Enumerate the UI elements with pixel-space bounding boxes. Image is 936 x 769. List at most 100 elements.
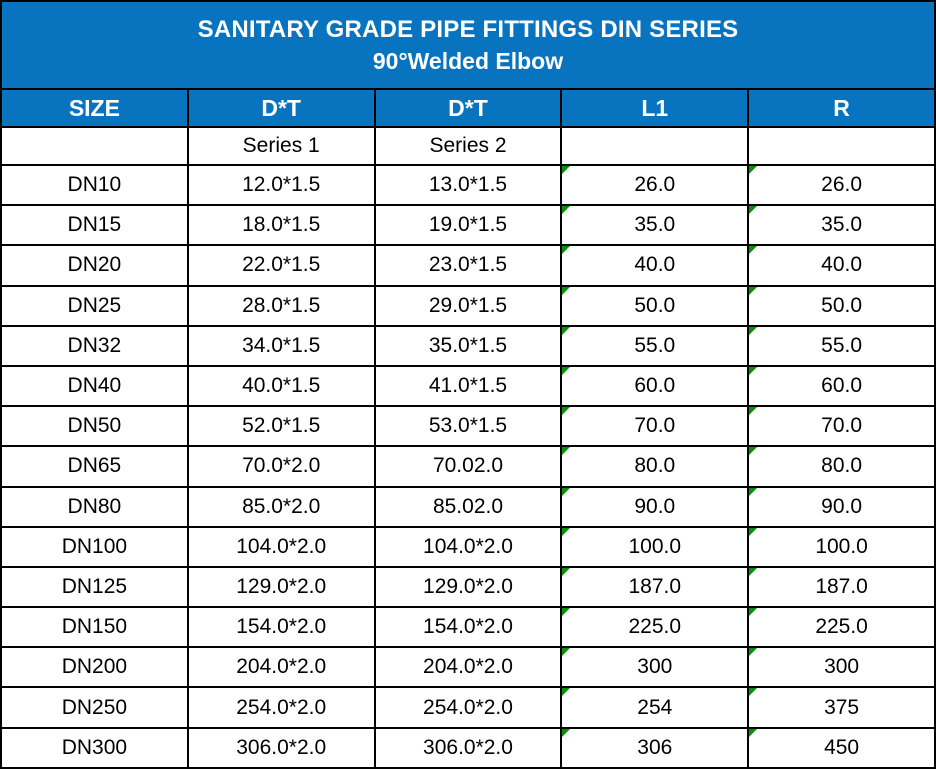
subheader-cell <box>0 126 189 166</box>
number-stored-as-text-triangle-icon <box>750 568 758 576</box>
value-cell: 55.0 <box>560 324 750 367</box>
number-stored-as-text-triangle-icon <box>750 327 758 335</box>
value-cell: 187.0 <box>560 565 750 609</box>
column-header-dt-series2: D*T <box>373 88 563 128</box>
value-cell: 41.0*1.5 <box>373 364 563 408</box>
table-title-block: SANITARY GRADE PIPE FITTINGS DIN SERIES … <box>0 0 936 90</box>
column-header-dt-series1: D*T <box>186 88 376 128</box>
value-cell: 70.0 <box>560 405 750 448</box>
value-cell: 450 <box>747 726 936 769</box>
value-cell: 300 <box>747 646 936 689</box>
value-cell: 26.0 <box>747 163 936 207</box>
size-cell: DN20 <box>0 244 189 287</box>
table-row: DN65 70.0*2.0 70.02.0 80.0 80.0 <box>0 445 936 488</box>
value-cell: 35.0*1.5 <box>373 324 563 367</box>
value-cell: 18.0*1.5 <box>186 204 376 247</box>
value-cell: 306 <box>560 726 750 769</box>
number-stored-as-text-triangle-icon <box>750 448 758 456</box>
number-stored-as-text-triangle-icon <box>563 729 571 737</box>
value-cell: 80.0 <box>560 445 750 488</box>
value-cell: 35.0 <box>747 204 936 247</box>
value-cell: 40.0 <box>560 244 750 287</box>
value-cell: 204.0*2.0 <box>373 646 563 689</box>
value-cell: 300 <box>560 646 750 689</box>
value-cell: 19.0*1.5 <box>373 204 563 247</box>
value-cell: 187.0 <box>747 565 936 609</box>
value-cell: 53.0*1.5 <box>373 405 563 448</box>
size-cell: DN15 <box>0 204 189 247</box>
number-stored-as-text-triangle-icon <box>563 167 571 174</box>
table-row: DN15 18.0*1.5 19.0*1.5 35.0 35.0 <box>0 204 936 247</box>
table-row: DN80 85.0*2.0 85.02.0 90.0 90.0 <box>0 485 936 528</box>
value-cell: 55.0 <box>747 324 936 367</box>
subheader-cell <box>560 126 750 166</box>
table-row: DN250 254.0*2.0 254.0*2.0 254 375 <box>0 686 936 729</box>
value-cell: 306.0*2.0 <box>373 726 563 769</box>
value-cell: 60.0 <box>560 364 750 408</box>
table-body: DN10 12.0*1.5 13.0*1.5 26.0 26.0 DN15 18.0*1.5… <box>0 163 936 769</box>
number-stored-as-text-triangle-icon <box>563 448 571 456</box>
value-cell: 204.0*2.0 <box>186 646 376 689</box>
value-cell: 70.02.0 <box>373 445 563 488</box>
column-header-l1: L1 <box>560 88 750 128</box>
value-cell: 40.0 <box>747 244 936 287</box>
value-cell: 70.0*2.0 <box>186 445 376 488</box>
column-header-row: SIZE D*T D*T L1 R <box>0 88 936 128</box>
value-cell: 52.0*1.5 <box>186 405 376 448</box>
table-subtitle: 90°Welded Elbow <box>372 48 564 75</box>
number-stored-as-text-triangle-icon <box>563 609 571 617</box>
value-cell: 26.0 <box>560 163 750 207</box>
value-cell: 254.0*2.0 <box>186 686 376 729</box>
value-cell: 306.0*2.0 <box>186 726 376 769</box>
number-stored-as-text-triangle-icon <box>750 247 758 255</box>
value-cell: 129.0*2.0 <box>186 565 376 609</box>
value-cell: 129.0*2.0 <box>373 565 563 609</box>
value-cell: 225.0 <box>560 606 750 649</box>
size-cell: DN250 <box>0 686 189 729</box>
table-row: DN100 104.0*2.0 104.0*2.0 100.0 100.0 <box>0 525 936 568</box>
value-cell: 154.0*2.0 <box>373 606 563 649</box>
number-stored-as-text-triangle-icon <box>750 609 758 617</box>
size-cell: DN40 <box>0 364 189 408</box>
number-stored-as-text-triangle-icon <box>750 207 758 215</box>
value-cell: 225.0 <box>747 606 936 649</box>
value-cell: 22.0*1.5 <box>186 244 376 287</box>
size-cell: DN300 <box>0 726 189 769</box>
number-stored-as-text-triangle-icon <box>563 568 571 576</box>
value-cell: 29.0*1.5 <box>373 284 563 327</box>
value-cell: 100.0 <box>747 525 936 568</box>
size-cell: DN25 <box>0 284 189 327</box>
size-cell: DN100 <box>0 525 189 568</box>
value-cell: 85.0*2.0 <box>186 485 376 528</box>
number-stored-as-text-triangle-icon <box>563 528 571 536</box>
value-cell: 104.0*2.0 <box>373 525 563 568</box>
value-cell: 23.0*1.5 <box>373 244 563 287</box>
number-stored-as-text-triangle-icon <box>563 408 571 416</box>
value-cell: 13.0*1.5 <box>373 163 563 207</box>
number-stored-as-text-triangle-icon <box>563 649 571 657</box>
value-cell: 100.0 <box>560 525 750 568</box>
size-cell: DN200 <box>0 646 189 689</box>
table-row: DN50 52.0*1.5 53.0*1.5 70.0 70.0 <box>0 405 936 448</box>
value-cell: 40.0*1.5 <box>186 364 376 408</box>
subheader-cell <box>747 126 936 166</box>
table-row: DN150 154.0*2.0 154.0*2.0 225.0 225.0 <box>0 606 936 649</box>
value-cell: 254 <box>560 686 750 729</box>
number-stored-as-text-triangle-icon <box>563 287 571 295</box>
table-title: SANITARY GRADE PIPE FITTINGS DIN SERIES <box>197 15 739 43</box>
number-stored-as-text-triangle-icon <box>750 528 758 536</box>
number-stored-as-text-triangle-icon <box>750 287 758 295</box>
value-cell: 70.0 <box>747 405 936 448</box>
size-cell: DN32 <box>0 324 189 367</box>
table-row: DN10 12.0*1.5 13.0*1.5 26.0 26.0 <box>0 163 936 207</box>
table-row: DN40 40.0*1.5 41.0*1.5 60.0 60.0 <box>0 364 936 408</box>
value-cell: 35.0 <box>560 204 750 247</box>
number-stored-as-text-triangle-icon <box>750 689 758 697</box>
number-stored-as-text-triangle-icon <box>750 488 758 496</box>
number-stored-as-text-triangle-icon <box>563 488 571 496</box>
value-cell: 90.0 <box>747 485 936 528</box>
table-row: DN300 306.0*2.0 306.0*2.0 306 450 <box>0 726 936 769</box>
column-header-r: R <box>747 88 936 128</box>
table-row: DN125 129.0*2.0 129.0*2.0 187.0 187.0 <box>0 565 936 609</box>
